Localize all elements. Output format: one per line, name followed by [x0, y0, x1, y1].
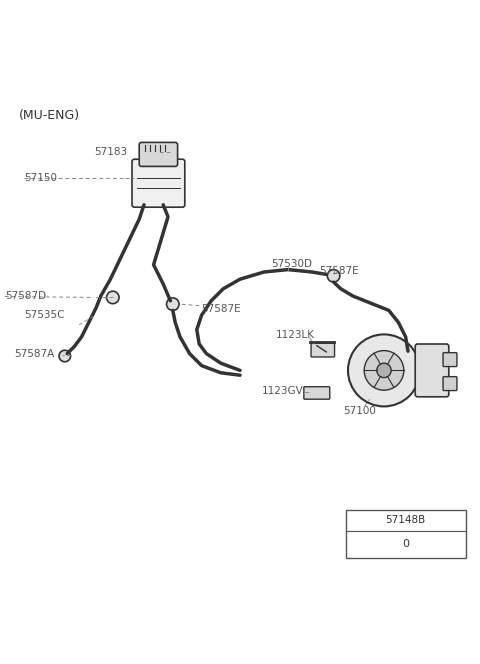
- FancyBboxPatch shape: [443, 353, 457, 367]
- Bar: [346, 509, 466, 558]
- Text: 57587D: 57587D: [5, 291, 46, 301]
- Text: 1123LK: 1123LK: [276, 331, 315, 341]
- FancyBboxPatch shape: [443, 376, 457, 390]
- Text: 57535C: 57535C: [24, 310, 64, 320]
- Text: 57530D: 57530D: [271, 259, 312, 269]
- Text: 1123GV: 1123GV: [262, 386, 303, 396]
- Text: 57100: 57100: [343, 406, 376, 416]
- Circle shape: [348, 335, 420, 406]
- Text: 57587A: 57587A: [14, 349, 55, 359]
- FancyBboxPatch shape: [415, 344, 449, 397]
- Text: (MU-ENG): (MU-ENG): [19, 109, 80, 122]
- Text: 57150: 57150: [24, 173, 57, 183]
- Circle shape: [327, 270, 340, 282]
- Text: 0: 0: [402, 539, 409, 549]
- Text: 57148B: 57148B: [385, 515, 426, 525]
- FancyBboxPatch shape: [304, 386, 330, 399]
- FancyBboxPatch shape: [139, 142, 178, 167]
- FancyBboxPatch shape: [311, 343, 335, 357]
- FancyBboxPatch shape: [132, 159, 185, 207]
- Circle shape: [59, 350, 71, 362]
- Text: 57587E: 57587E: [319, 266, 359, 276]
- Text: 57587E: 57587E: [202, 304, 241, 314]
- Text: 57183: 57183: [94, 147, 127, 157]
- Circle shape: [107, 291, 119, 303]
- Circle shape: [167, 298, 179, 310]
- Circle shape: [377, 363, 391, 378]
- Circle shape: [364, 351, 404, 390]
